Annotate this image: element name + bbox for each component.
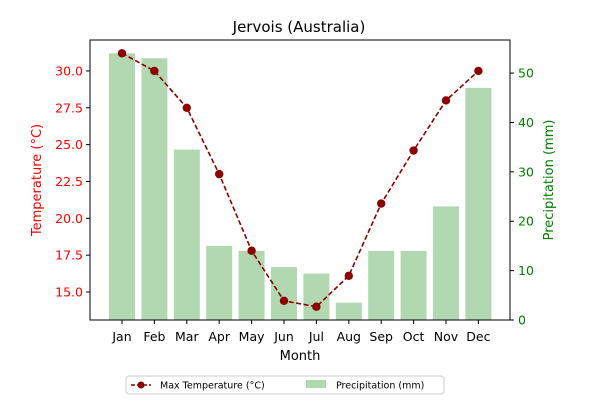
x-axis-tick-label: Jan (111, 329, 131, 344)
temperature-point (117, 49, 127, 58)
precipitation-bar (400, 250, 427, 320)
temperature-point (409, 146, 418, 155)
temperature-point (377, 199, 386, 208)
left-axis-tick-label: 17.5 (55, 248, 83, 263)
legend-temperature-marker (137, 381, 145, 389)
right-axis-tick-label: 50 (518, 66, 534, 81)
temperature-point (247, 246, 256, 255)
chart-title: Jervois (Australia) (232, 18, 366, 36)
left-axis-tick-label: 25.0 (55, 137, 83, 152)
x-axis-label: Month (280, 349, 321, 364)
temperature-point (182, 103, 191, 112)
right-axis-tick-label: 30 (518, 164, 534, 179)
left-axis-tick-label: 22.5 (55, 174, 83, 189)
precipitation-bar (335, 302, 362, 320)
x-axis-tick-label: Oct (403, 329, 425, 344)
right-axis-tick-label: 10 (518, 263, 534, 278)
x-axis-tick-label: Feb (143, 329, 165, 344)
x-axis-tick-label: May (239, 329, 265, 344)
temperature-point (312, 302, 321, 311)
temperature-point (474, 66, 483, 76)
right-axis: 0 10 20 30 40 50 (510, 66, 534, 328)
left-axis-tick-label: 15.0 (55, 285, 83, 300)
precipitation-bar (368, 250, 395, 320)
x-axis-tick-label: Jul (308, 329, 324, 344)
precipitation-bar (141, 58, 168, 320)
precipitation-bar (206, 245, 233, 320)
precipitation-bar (173, 149, 200, 320)
legend: Max Temperature (°C) Precipitation (mm) (125, 375, 445, 395)
x-axis-tick-label: Jun (273, 329, 294, 344)
x-axis-tick-label: Mar (175, 329, 199, 344)
precipitation-bar (303, 273, 330, 320)
temperature-point (215, 169, 224, 179)
x-axis-tick-label: Apr (208, 329, 230, 344)
temperature-point (344, 271, 353, 280)
temperature-line (117, 49, 483, 311)
right-axis-tick-label: 40 (518, 115, 534, 130)
temperature-series-line (121, 52, 479, 308)
left-axis-label: Temperature (°C) (30, 124, 45, 237)
precipitation-bar (465, 87, 492, 320)
precipitation-bar (109, 53, 135, 320)
left-axis-tick-label: 30.0 (55, 63, 83, 78)
precipitation-bars (109, 53, 492, 320)
legend-precipitation-swatch (306, 380, 326, 388)
x-axis-tick-label: Nov (434, 329, 459, 344)
x-axis-tick-label: Sep (369, 329, 393, 344)
precipitation-bar (271, 267, 297, 320)
x-axis-tick-label: Aug (337, 329, 361, 344)
right-axis-tick-label: 0 (518, 313, 526, 328)
plot-frame (89, 39, 511, 321)
legend-temperature-label: Max Temperature (°C) (160, 381, 265, 392)
legend-precipitation-label: Precipitation (mm) (336, 381, 424, 392)
x-axis: Jan Feb Mar Apr May Jun Jul Aug Sep Oct Nov Dec (111, 320, 491, 344)
left-axis-tick-label: 27.5 (55, 100, 83, 115)
right-axis-tick-label: 20 (518, 214, 534, 229)
right-axis-label: Precipitation (mm) (542, 120, 557, 241)
left-axis-tick-label: 20.0 (55, 211, 83, 226)
left-axis: 15.0 17.5 20.0 22.5 25.0 27.5 30.0 (55, 63, 90, 300)
temperature-point (441, 96, 451, 105)
temperature-point (279, 296, 289, 306)
precipitation-bar (433, 206, 459, 320)
legend-frame (125, 375, 445, 395)
x-axis-tick-label: Dec (466, 329, 490, 344)
temperature-point (150, 66, 159, 76)
precipitation-bar (238, 250, 265, 320)
